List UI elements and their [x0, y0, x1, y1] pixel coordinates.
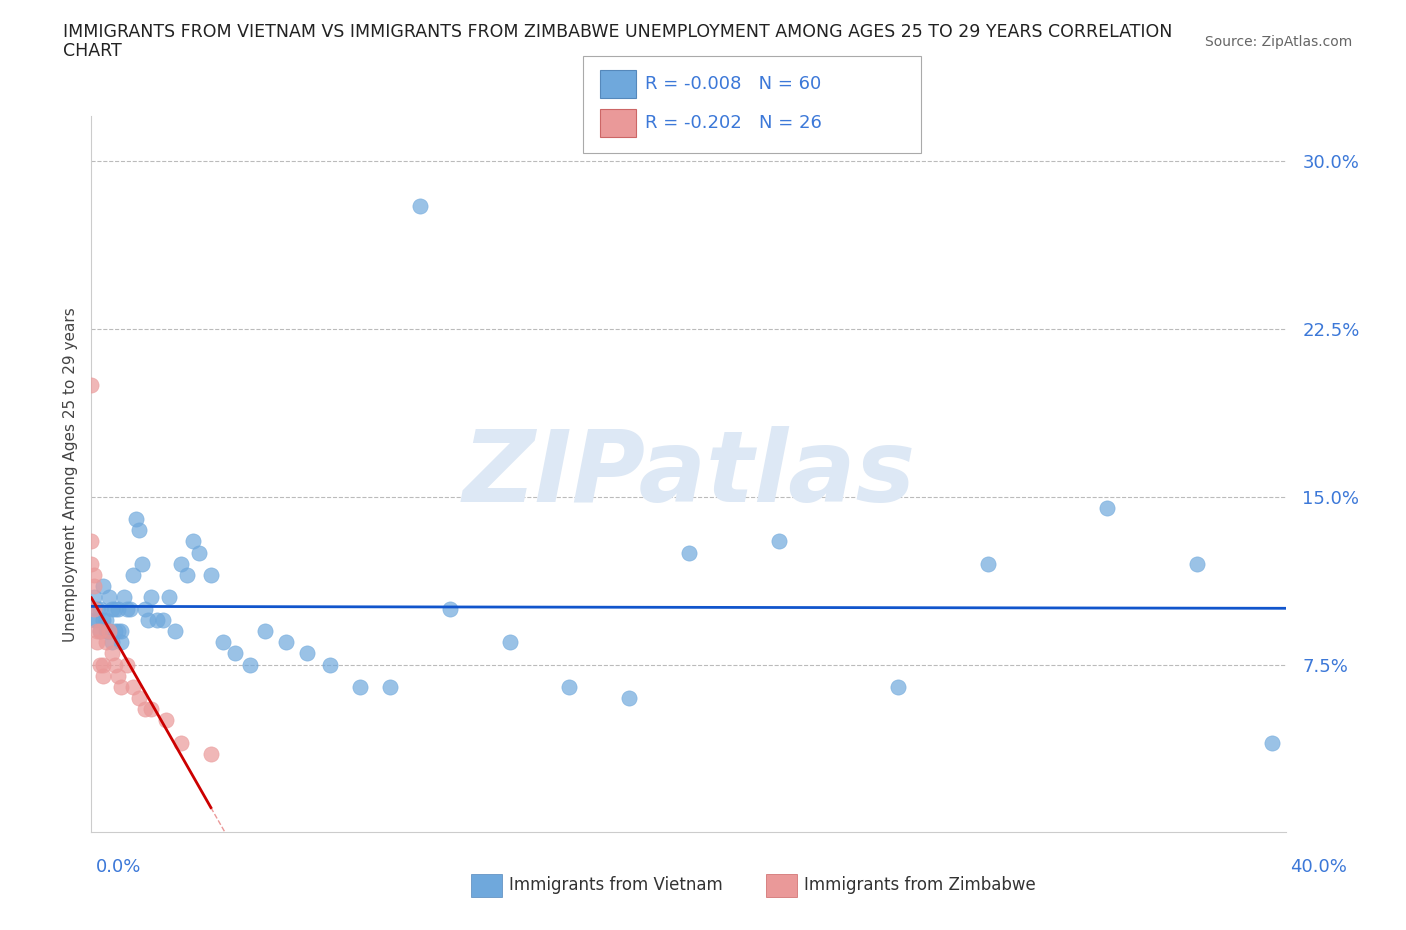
Point — [768, 534, 790, 549]
Point — [89, 623, 111, 638]
Point — [86, 601, 108, 616]
Point — [155, 713, 177, 728]
Text: CHART: CHART — [63, 42, 122, 60]
Point — [101, 634, 124, 649]
Point — [349, 680, 371, 695]
Point — [96, 612, 118, 627]
Point — [224, 646, 246, 661]
Point — [93, 578, 115, 593]
Point — [107, 669, 129, 684]
Point — [134, 702, 156, 717]
Point — [136, 612, 159, 627]
Point — [200, 567, 222, 582]
Point — [152, 612, 174, 627]
Point — [141, 590, 163, 604]
Point — [101, 601, 124, 616]
Point — [96, 623, 118, 638]
Point — [104, 658, 127, 672]
Point — [439, 601, 461, 616]
Point — [122, 680, 145, 695]
Point — [93, 658, 115, 672]
Point — [115, 658, 138, 672]
Point — [188, 545, 211, 560]
Point — [93, 612, 115, 627]
Point — [499, 634, 522, 649]
Point — [1260, 736, 1282, 751]
Text: Source: ZipAtlas.com: Source: ZipAtlas.com — [1205, 35, 1353, 49]
Point — [125, 512, 148, 526]
Text: Immigrants from Vietnam: Immigrants from Vietnam — [509, 876, 723, 895]
Text: Immigrants from Zimbabwe: Immigrants from Zimbabwe — [804, 876, 1036, 895]
Point — [200, 747, 222, 762]
Text: R = -0.202   N = 26: R = -0.202 N = 26 — [645, 113, 823, 132]
Point — [86, 634, 108, 649]
Text: R = -0.008   N = 60: R = -0.008 N = 60 — [645, 74, 821, 93]
Point — [170, 736, 193, 751]
Text: IMMIGRANTS FROM VIETNAM VS IMMIGRANTS FROM ZIMBABWE UNEMPLOYMENT AMONG AGES 25 T: IMMIGRANTS FROM VIETNAM VS IMMIGRANTS FR… — [63, 23, 1173, 41]
Point — [98, 623, 121, 638]
Point — [239, 658, 262, 672]
Point — [887, 680, 910, 695]
Point — [80, 378, 103, 392]
Point — [128, 691, 150, 706]
Point — [104, 623, 127, 638]
Point — [134, 601, 156, 616]
Point — [976, 556, 998, 571]
Point — [409, 198, 432, 213]
Text: 40.0%: 40.0% — [1291, 857, 1347, 876]
Point — [319, 658, 342, 672]
Point — [86, 612, 108, 627]
Point — [83, 590, 105, 604]
Point — [83, 578, 105, 593]
Point — [253, 623, 276, 638]
Point — [86, 623, 108, 638]
Point — [98, 590, 121, 604]
Point — [295, 646, 318, 661]
Point — [112, 590, 135, 604]
Point — [96, 634, 118, 649]
Point — [157, 590, 180, 604]
Point — [89, 623, 111, 638]
Y-axis label: Unemployment Among Ages 25 to 29 years: Unemployment Among Ages 25 to 29 years — [62, 307, 77, 642]
Point — [89, 658, 111, 672]
Point — [274, 634, 297, 649]
Point — [104, 601, 127, 616]
Point — [110, 623, 132, 638]
Point — [107, 601, 129, 616]
Point — [1097, 500, 1119, 515]
Point — [107, 623, 129, 638]
Point — [110, 634, 132, 649]
Point — [80, 556, 103, 571]
Point — [83, 601, 105, 616]
Point — [146, 612, 169, 627]
Point — [89, 601, 111, 616]
Point — [678, 545, 700, 560]
Point — [101, 646, 124, 661]
Point — [170, 556, 193, 571]
Point — [141, 702, 163, 717]
Point — [115, 601, 138, 616]
Point — [1185, 556, 1208, 571]
Point — [110, 680, 132, 695]
Point — [211, 634, 233, 649]
Point — [83, 612, 105, 627]
Point — [558, 680, 581, 695]
Point — [380, 680, 402, 695]
Point — [163, 623, 186, 638]
Point — [122, 567, 145, 582]
Point — [619, 691, 641, 706]
Point — [98, 623, 121, 638]
Point — [181, 534, 204, 549]
Point — [131, 556, 153, 571]
Point — [83, 567, 105, 582]
Point — [128, 523, 150, 538]
Point — [80, 534, 103, 549]
Point — [93, 669, 115, 684]
Point — [120, 601, 142, 616]
Text: 0.0%: 0.0% — [96, 857, 141, 876]
Text: ZIPatlas: ZIPatlas — [463, 426, 915, 523]
Point — [176, 567, 198, 582]
